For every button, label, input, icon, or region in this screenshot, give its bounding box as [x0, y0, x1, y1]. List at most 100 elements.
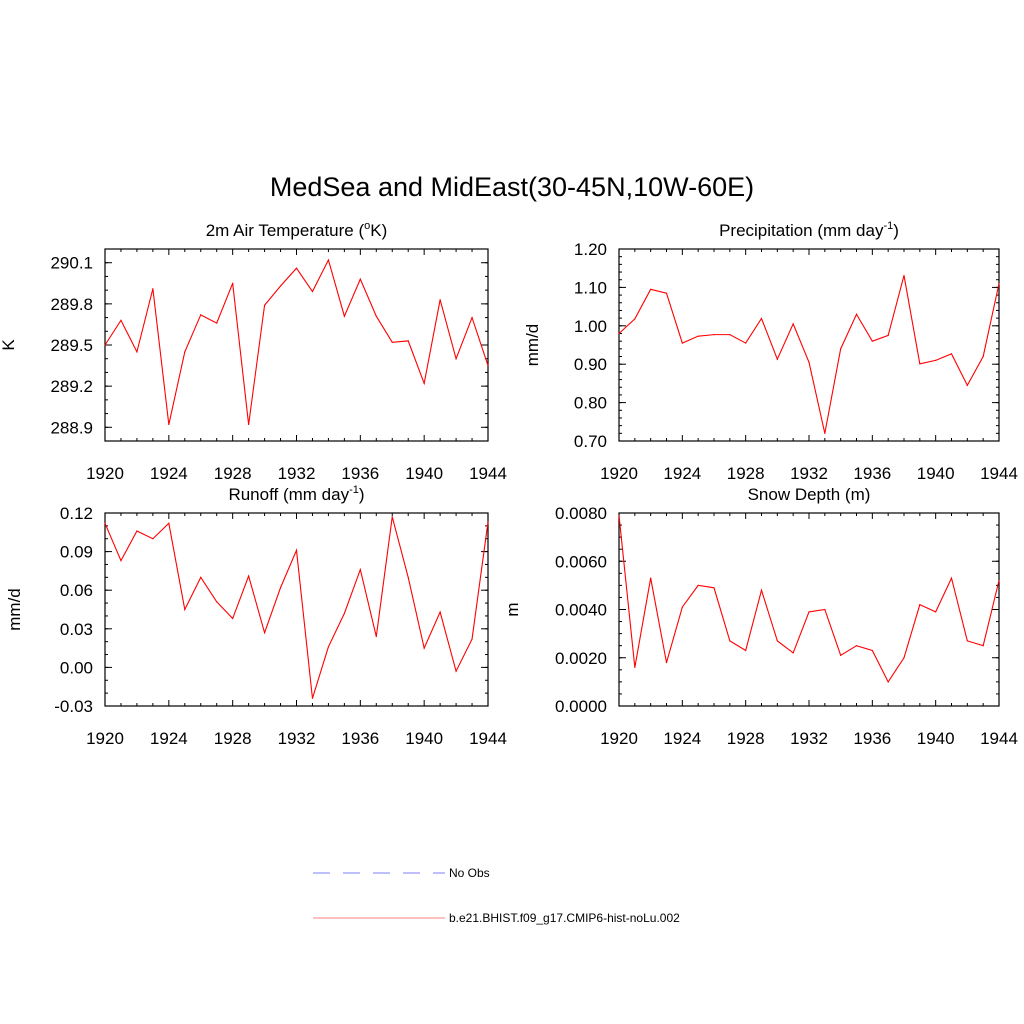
y-tick-label: 0.0080 — [555, 504, 607, 523]
data-point — [248, 423, 250, 426]
x-tick-label: 1940 — [917, 729, 955, 748]
data-point — [200, 314, 202, 316]
y-tick-label: 0.12 — [60, 504, 93, 523]
data-point — [729, 334, 731, 336]
data-point — [263, 632, 266, 634]
data-point — [311, 290, 314, 293]
x-tick-label: 1920 — [86, 729, 124, 748]
y-tick-label: 0.0000 — [555, 697, 607, 716]
x-tick-label: 1928 — [214, 464, 252, 483]
data-point — [375, 635, 377, 638]
plot-frame — [104, 248, 489, 442]
data-point — [919, 363, 921, 365]
data-point — [471, 316, 473, 319]
data-point — [184, 608, 186, 611]
data-point — [216, 322, 218, 324]
data-point — [200, 576, 202, 578]
y-tick-label: 0.90 — [574, 355, 607, 374]
y-tick-label: 288.9 — [50, 418, 93, 437]
data-point — [998, 579, 1000, 582]
x-tick-label: 1944 — [980, 729, 1018, 748]
legend-label-no-obs: No Obs — [449, 866, 490, 880]
data-point — [391, 516, 393, 518]
data-point — [120, 560, 122, 562]
plot-frame — [104, 512, 489, 707]
data-point — [776, 358, 778, 360]
data-point — [359, 278, 361, 280]
data-point — [982, 355, 984, 358]
data-point — [665, 292, 668, 294]
data-point — [634, 318, 636, 320]
data-point — [950, 353, 953, 355]
data-point — [935, 611, 937, 613]
data-point — [745, 649, 747, 652]
y-tick-label: 0.0060 — [555, 552, 607, 571]
data-point — [840, 654, 842, 656]
x-tick-label: 1944 — [469, 464, 507, 483]
data-point — [295, 549, 298, 551]
y-tick-label: 0.06 — [60, 581, 93, 600]
data-point — [887, 681, 889, 683]
data-point — [935, 359, 937, 361]
data-point — [966, 384, 968, 386]
data-point — [216, 601, 218, 603]
data-point — [327, 646, 330, 648]
data-point — [855, 645, 858, 647]
data-point — [903, 657, 905, 659]
data-point — [681, 342, 683, 344]
y-axis-label: K — [0, 339, 18, 351]
data-point — [263, 304, 266, 306]
y-tick-label: 0.70 — [574, 432, 607, 451]
y-axis-label: mm/d — [523, 324, 542, 367]
data-point — [760, 589, 763, 591]
panel-snow-depth: Snow Depth (m) m 1920 1924 1928 1932 1936 1940 1… — [503, 485, 1018, 748]
data-point — [792, 323, 794, 325]
data-point — [792, 652, 794, 654]
data-point — [327, 259, 330, 261]
x-tick-label: 1936 — [853, 464, 891, 483]
data-point — [152, 538, 154, 540]
y-axis-label: mm/d — [5, 588, 24, 631]
data-point — [618, 332, 620, 335]
data-point — [998, 282, 1000, 285]
legend-label-model: b.e21.BHIST.f09_g17.CMIP6-hist-noLu.002 — [449, 911, 680, 925]
x-tick-label: 1928 — [214, 729, 252, 748]
data-point — [184, 351, 186, 353]
panel-air-temperature: 2m Air Temperature (oK) K 1920 1924 1928 1932… — [0, 220, 507, 483]
data-point — [697, 335, 699, 337]
data-point — [665, 661, 668, 664]
data-point — [871, 340, 873, 342]
data-point — [903, 274, 905, 277]
x-tick-label: 1932 — [278, 464, 316, 483]
data-point — [471, 638, 473, 640]
y-tick-label: 289.2 — [50, 377, 93, 396]
data-point — [104, 344, 106, 346]
data-point — [808, 361, 810, 363]
data-point — [391, 341, 393, 343]
data-point — [248, 575, 250, 577]
data-point — [650, 288, 652, 290]
data-point — [760, 317, 763, 320]
data-point — [343, 612, 345, 614]
x-tick-label: 1920 — [86, 464, 124, 483]
x-tick-label: 1932 — [790, 464, 828, 483]
plot-frame — [618, 248, 1000, 442]
panel-precipitation: Precipitation (mm day-1) mm/d 1920 1924 1928… — [523, 220, 1018, 483]
data-point — [887, 334, 889, 336]
panel-title: 2m Air Temperature (oK) — [206, 220, 388, 240]
data-point — [423, 382, 425, 384]
y-tick-label: 0.09 — [60, 543, 93, 562]
data-point — [824, 432, 826, 434]
data-point — [840, 348, 842, 350]
x-tick-label: 1944 — [469, 729, 507, 748]
y-axis-label: m — [503, 602, 522, 616]
data-point — [295, 267, 298, 269]
data-point — [279, 285, 282, 287]
data-point — [439, 299, 441, 301]
data-point — [359, 569, 361, 571]
panel-title: Runoff (mm day-1) — [228, 484, 364, 504]
data-point — [713, 587, 715, 589]
series-line — [104, 516, 489, 699]
data-point — [950, 577, 953, 579]
y-tick-label: 289.8 — [50, 295, 93, 314]
